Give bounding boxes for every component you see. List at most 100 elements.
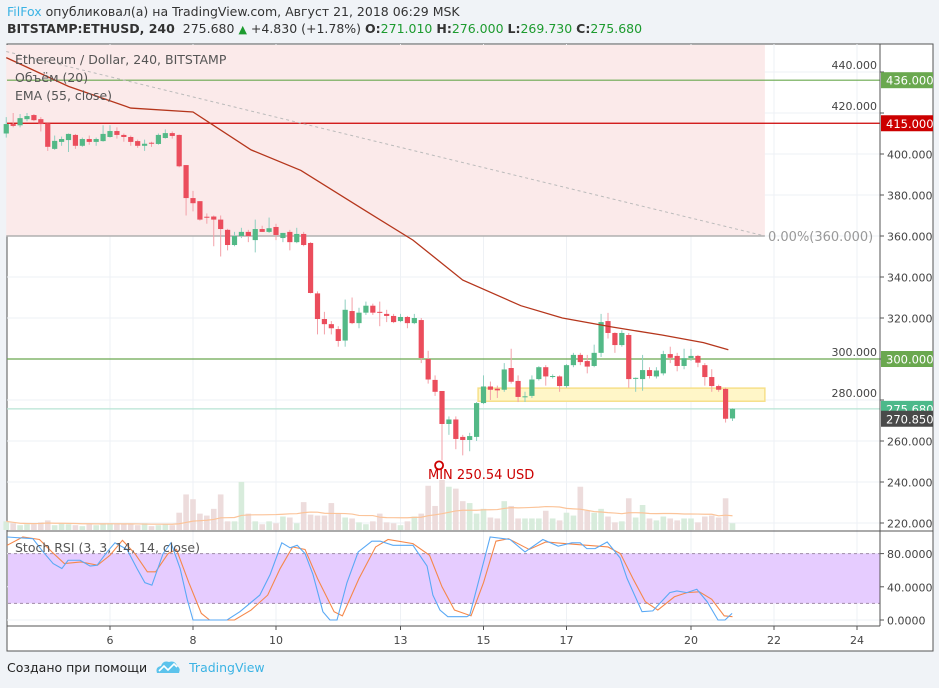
price-tick-label: 340.000 xyxy=(887,272,933,285)
price-tick-label: 220.000 xyxy=(887,518,933,531)
volume-bar xyxy=(459,501,466,530)
volume-bar xyxy=(722,498,729,530)
stoch-k-line xyxy=(7,536,733,621)
ema-legend: EMA (55, close) xyxy=(15,88,112,103)
stoch-band xyxy=(8,553,880,604)
time-tick-label: 8 xyxy=(190,634,197,647)
volume-bar xyxy=(729,523,736,530)
candle-down xyxy=(314,293,321,320)
candle-down xyxy=(31,115,37,121)
volume-bar xyxy=(197,513,203,530)
candle-down xyxy=(224,229,231,246)
volume-bar xyxy=(148,526,155,530)
volume-bar xyxy=(605,516,611,530)
volume-bar xyxy=(425,485,431,530)
candle-down xyxy=(418,320,424,358)
candle-down xyxy=(515,380,521,397)
fib-level-label: 0.00%(360.000) xyxy=(768,230,873,245)
candle-up xyxy=(570,354,577,366)
candle-up xyxy=(93,139,99,142)
volume-bar xyxy=(570,515,577,530)
price-tick-label: 240.000 xyxy=(887,477,933,490)
candle-down xyxy=(86,139,92,142)
candle-down xyxy=(584,361,590,367)
stoch-rsi-legend: Stoch RSI (3, 3, 14, 14, close) xyxy=(15,540,200,555)
volume-bar xyxy=(79,526,86,530)
candle-down xyxy=(307,242,314,293)
volume-bar xyxy=(176,512,182,530)
price-tick-label: 280.000 xyxy=(832,387,878,400)
candle-up xyxy=(252,229,258,241)
volume-bar xyxy=(328,503,335,530)
candle-up xyxy=(231,236,238,246)
symbol-info: BITSTAMP:ETHUSD, 240 275.680 ▲ +4.830 (+… xyxy=(7,21,642,36)
candle-up xyxy=(522,396,528,398)
close-label: C: xyxy=(576,21,591,36)
volume-bar xyxy=(238,481,245,530)
price-tick-label: 440.000 xyxy=(832,59,878,72)
candle-down xyxy=(204,216,210,218)
candle-down xyxy=(328,324,334,329)
volume-bar xyxy=(363,524,369,530)
candle-down xyxy=(183,165,189,199)
price-change: +4.830 (+1.78%) xyxy=(250,21,362,36)
volume-bar xyxy=(127,524,134,530)
candle-down xyxy=(370,305,376,313)
created-with-text: Создано при помощи xyxy=(7,659,148,675)
volume-bar xyxy=(549,518,556,530)
candle-down xyxy=(148,142,155,144)
price-label-badge xyxy=(881,410,933,427)
volume-bar xyxy=(515,518,521,530)
price-label-badge xyxy=(881,115,933,132)
candle-down xyxy=(460,436,466,440)
volume-bar xyxy=(114,524,120,530)
volume-bar xyxy=(293,523,300,530)
candle-up xyxy=(598,322,604,353)
volume-bar xyxy=(231,521,238,530)
volume-bar xyxy=(273,523,279,530)
volume-bar xyxy=(280,516,286,530)
volume-bar xyxy=(245,513,252,530)
candle-up xyxy=(591,352,597,366)
candle-down xyxy=(176,134,182,167)
stoch-tick-label: 80.0000 xyxy=(887,548,933,561)
candle-down xyxy=(695,355,701,363)
candle-up xyxy=(24,116,30,120)
candle-down xyxy=(494,388,500,391)
volume-ma-line xyxy=(6,505,733,525)
volume-bar xyxy=(383,522,390,530)
candle-up xyxy=(681,358,687,366)
volume-legend: Объём (20) xyxy=(15,70,88,85)
volume-bar xyxy=(58,523,65,530)
volume-bar xyxy=(404,521,411,530)
candle-up xyxy=(79,139,85,146)
author-link[interactable]: FilFox xyxy=(7,4,42,19)
time-tick-label: 15 xyxy=(477,634,491,647)
candle-up xyxy=(536,367,542,380)
volume-bar xyxy=(121,524,127,530)
price-label-text: 415.000 xyxy=(886,117,934,131)
published-text: опубликовал(а) на TradingView.com, Авгус… xyxy=(45,4,460,19)
candle-down xyxy=(453,419,459,439)
time-tick-label: 17 xyxy=(560,634,574,647)
open-value: 271.010 xyxy=(380,21,433,36)
volume-bar xyxy=(473,513,480,530)
volume-bar xyxy=(390,523,397,530)
volume-bar xyxy=(10,523,16,530)
volume-bar xyxy=(466,503,473,530)
trend-line xyxy=(6,51,765,237)
volume-bar xyxy=(44,520,51,530)
candle-down xyxy=(508,368,514,382)
volume-bar xyxy=(632,517,639,530)
volume-bar xyxy=(86,524,93,530)
candle-up xyxy=(688,355,694,358)
candle-up xyxy=(141,143,148,146)
candle-up xyxy=(356,312,362,324)
candle-up xyxy=(473,403,480,437)
tradingview-link[interactable]: TradingView xyxy=(189,659,265,675)
price-tick-label: 380.000 xyxy=(887,190,933,203)
volume-bar xyxy=(584,510,591,530)
candle-up xyxy=(729,408,736,419)
volume-bar xyxy=(453,488,459,530)
